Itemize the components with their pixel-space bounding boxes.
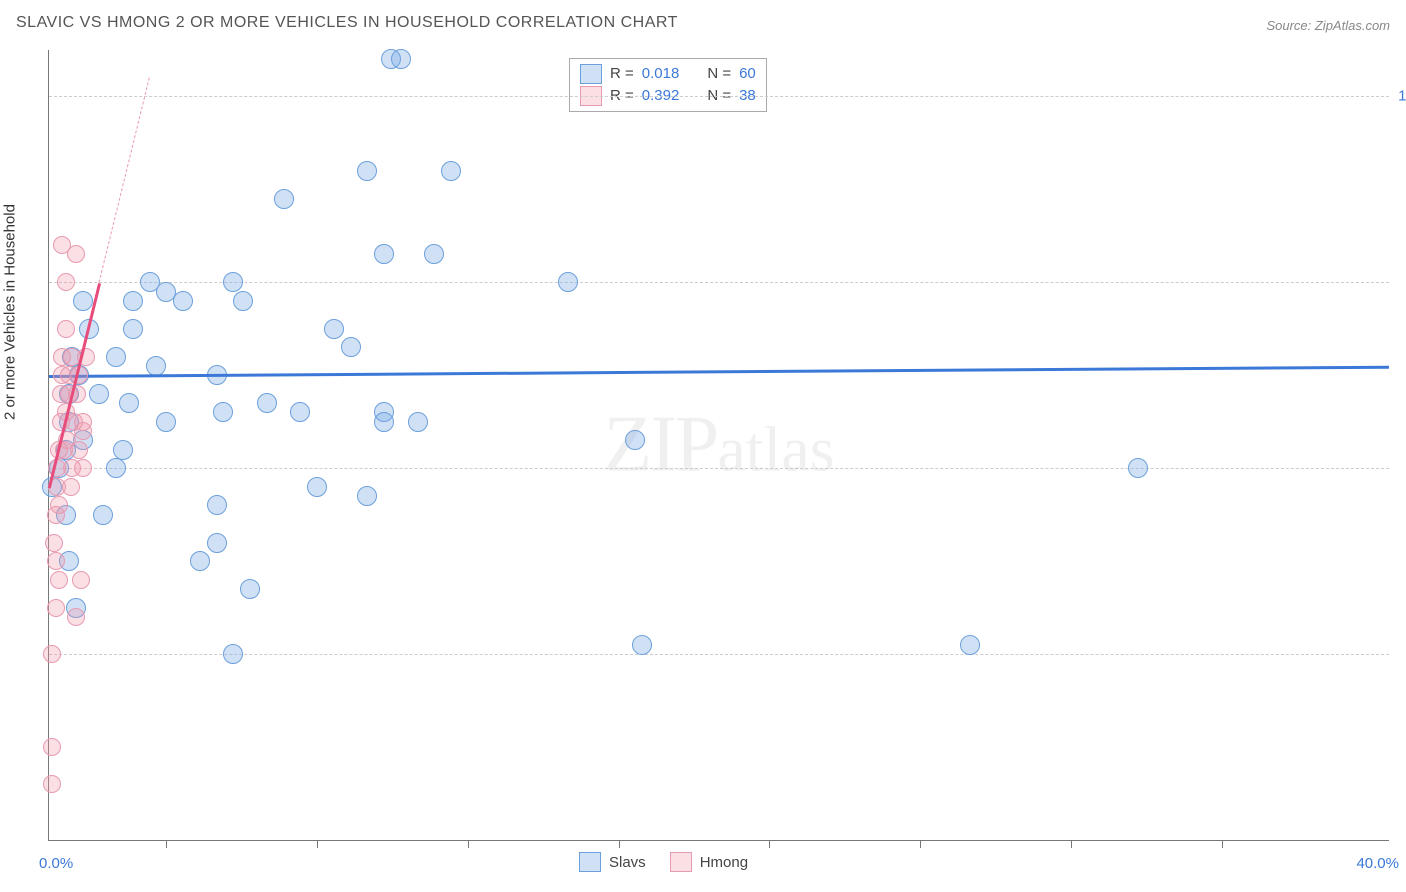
gridline	[49, 96, 1389, 97]
data-point	[119, 393, 139, 413]
data-point	[391, 49, 411, 69]
source-attribution: Source: ZipAtlas.com	[1266, 18, 1390, 33]
x-tick	[468, 840, 469, 848]
x-tick	[619, 840, 620, 848]
data-point	[73, 291, 93, 311]
series-legend-item: Slavs	[579, 852, 646, 872]
data-point	[45, 534, 63, 552]
data-point	[106, 458, 126, 478]
data-point	[72, 571, 90, 589]
x-tick	[1222, 840, 1223, 848]
data-point	[43, 775, 61, 793]
data-point	[233, 291, 253, 311]
data-point	[146, 356, 166, 376]
correlation-legend: R =0.018N =60R =0.392N =38	[569, 58, 767, 112]
data-point	[632, 635, 652, 655]
data-point	[960, 635, 980, 655]
data-point	[207, 495, 227, 515]
plot-area: ZIPatlas R =0.018N =60R =0.392N =38 Slav…	[48, 50, 1389, 841]
data-point	[123, 319, 143, 339]
data-point	[1128, 458, 1148, 478]
data-point	[123, 291, 143, 311]
series-name: Hmong	[700, 854, 748, 871]
data-point	[223, 272, 243, 292]
n-value: 60	[739, 63, 756, 85]
x-tick	[769, 840, 770, 848]
series-legend-item: Hmong	[670, 852, 748, 872]
data-point	[257, 393, 277, 413]
n-label: N =	[707, 63, 731, 85]
data-point	[324, 319, 344, 339]
data-point	[89, 384, 109, 404]
chart-container: SLAVIC VS HMONG 2 OR MORE VEHICLES IN HO…	[0, 0, 1406, 892]
data-point	[67, 245, 85, 263]
data-point	[43, 645, 61, 663]
data-point	[341, 337, 361, 357]
x-tick	[920, 840, 921, 848]
data-point	[357, 161, 377, 181]
gridline	[49, 654, 1389, 655]
x-tick	[166, 840, 167, 848]
legend-row: R = 0.018 N = 60	[580, 63, 756, 85]
data-point	[240, 579, 260, 599]
y-axis-label: 100.0%	[1398, 88, 1406, 105]
r-value: 0.018	[642, 63, 680, 85]
data-point	[47, 552, 65, 570]
legend-swatch	[579, 852, 601, 872]
data-point	[374, 244, 394, 264]
series-name: Slavs	[609, 854, 646, 871]
data-point	[74, 422, 92, 440]
trend-line	[49, 366, 1389, 378]
data-point	[424, 244, 444, 264]
data-point	[93, 505, 113, 525]
series-legend: Slavs Hmong	[579, 852, 748, 872]
x-axis-min-label: 0.0%	[39, 855, 73, 872]
r-label: R =	[610, 63, 634, 85]
chart-title: SLAVIC VS HMONG 2 OR MORE VEHICLES IN HO…	[16, 14, 678, 32]
data-point	[408, 412, 428, 432]
data-point	[357, 486, 377, 506]
data-point	[43, 738, 61, 756]
data-point	[57, 320, 75, 338]
data-point	[374, 412, 394, 432]
legend-swatch	[580, 64, 602, 84]
data-point	[207, 533, 227, 553]
data-point	[558, 272, 578, 292]
data-point	[113, 440, 133, 460]
data-point	[50, 571, 68, 589]
data-point	[441, 161, 461, 181]
data-point	[50, 496, 68, 514]
trend-extrapolation	[99, 78, 150, 283]
data-point	[74, 459, 92, 477]
x-axis-max-label: 40.0%	[1356, 855, 1399, 872]
gridline	[49, 282, 1389, 283]
x-tick	[1071, 840, 1072, 848]
data-point	[67, 608, 85, 626]
gridline	[49, 468, 1389, 469]
y-axis-title: 2 or more Vehicles in Household	[2, 204, 19, 420]
data-point	[62, 478, 80, 496]
data-point	[307, 477, 327, 497]
data-point	[106, 347, 126, 367]
data-point	[57, 273, 75, 291]
data-point	[70, 441, 88, 459]
data-point	[173, 291, 193, 311]
data-point	[190, 551, 210, 571]
data-point	[47, 599, 65, 617]
data-point	[625, 430, 645, 450]
legend-swatch	[670, 852, 692, 872]
data-point	[156, 412, 176, 432]
data-point	[213, 402, 233, 422]
x-tick	[317, 840, 318, 848]
data-point	[290, 402, 310, 422]
data-point	[274, 189, 294, 209]
data-point	[223, 644, 243, 664]
